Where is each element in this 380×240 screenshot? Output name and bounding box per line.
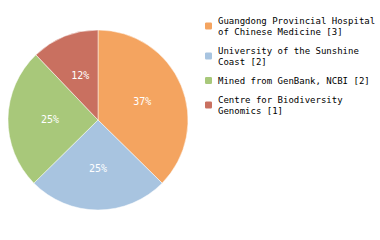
svg-text:Genomics [1]: Genomics [1] xyxy=(218,106,283,116)
svg-text:25%: 25% xyxy=(89,163,107,174)
svg-text:37%: 37% xyxy=(133,96,151,107)
svg-text:University of the Sunshine: University of the Sunshine xyxy=(218,46,359,56)
svg-text:of Chinese Medicine [3]: of Chinese Medicine [3] xyxy=(218,27,343,37)
svg-text:25%: 25% xyxy=(41,114,59,125)
svg-text:12%: 12% xyxy=(71,70,89,81)
svg-text:Mined from GenBank, NCBI [2]: Mined from GenBank, NCBI [2] xyxy=(218,76,370,86)
svg-text:Guangdong Provincial Hospital: Guangdong Provincial Hospital xyxy=(218,16,375,26)
svg-text:Centre for Biodiversity: Centre for Biodiversity xyxy=(218,95,343,105)
svg-text:Coast [2]: Coast [2] xyxy=(218,57,267,67)
